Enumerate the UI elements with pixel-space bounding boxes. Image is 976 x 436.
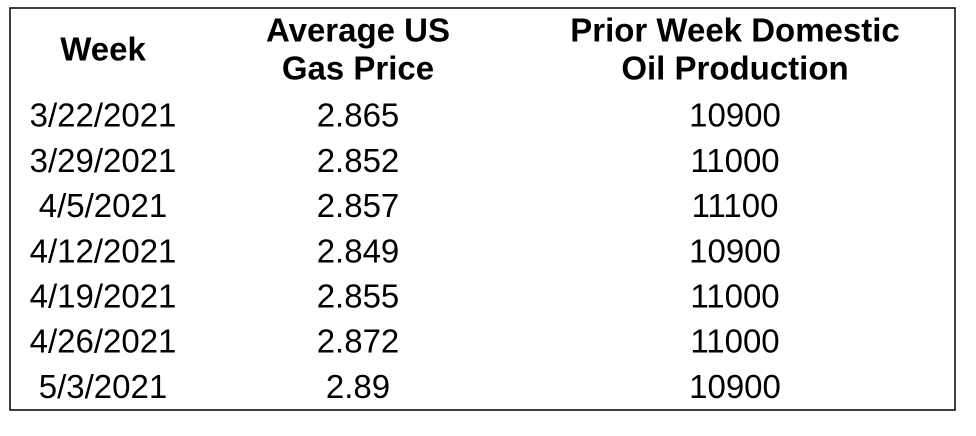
table-cell: 3/22/2021 [30, 97, 177, 134]
table-cell: 3/29/2021 [30, 142, 177, 179]
table-cell: 10900 [689, 97, 781, 134]
table-cell: 11100 [692, 187, 779, 224]
table-cell: 10900 [689, 232, 781, 269]
column-header: Gas Price [282, 50, 434, 87]
table-cell: 11000 [690, 278, 779, 315]
table-cell: 10900 [689, 368, 781, 405]
table-cell: 4/26/2021 [30, 323, 177, 360]
table-cell: 2.865 [317, 97, 400, 134]
table-cell: 11000 [690, 323, 779, 360]
table-cell: 2.872 [317, 323, 400, 360]
column-header: Week [60, 31, 146, 68]
table-cell: 4/12/2021 [30, 232, 177, 269]
table-cell: 4/5/2021 [39, 187, 167, 224]
table-cell: 2.852 [317, 142, 400, 179]
column-header: Average US [266, 12, 450, 49]
table-cell: 2.857 [317, 187, 400, 224]
table-cell: 2.89 [326, 368, 390, 405]
table-cell: 2.855 [317, 278, 400, 315]
table-cell: 4/19/2021 [30, 278, 177, 315]
table-cell: 5/3/2021 [39, 368, 167, 405]
table-cell: 11000 [690, 142, 779, 179]
column-header: Oil Production [621, 50, 848, 87]
table-cell: 2.849 [317, 232, 400, 269]
column-header: Prior Week Domestic [570, 12, 900, 49]
table-border [9, 7, 956, 411]
